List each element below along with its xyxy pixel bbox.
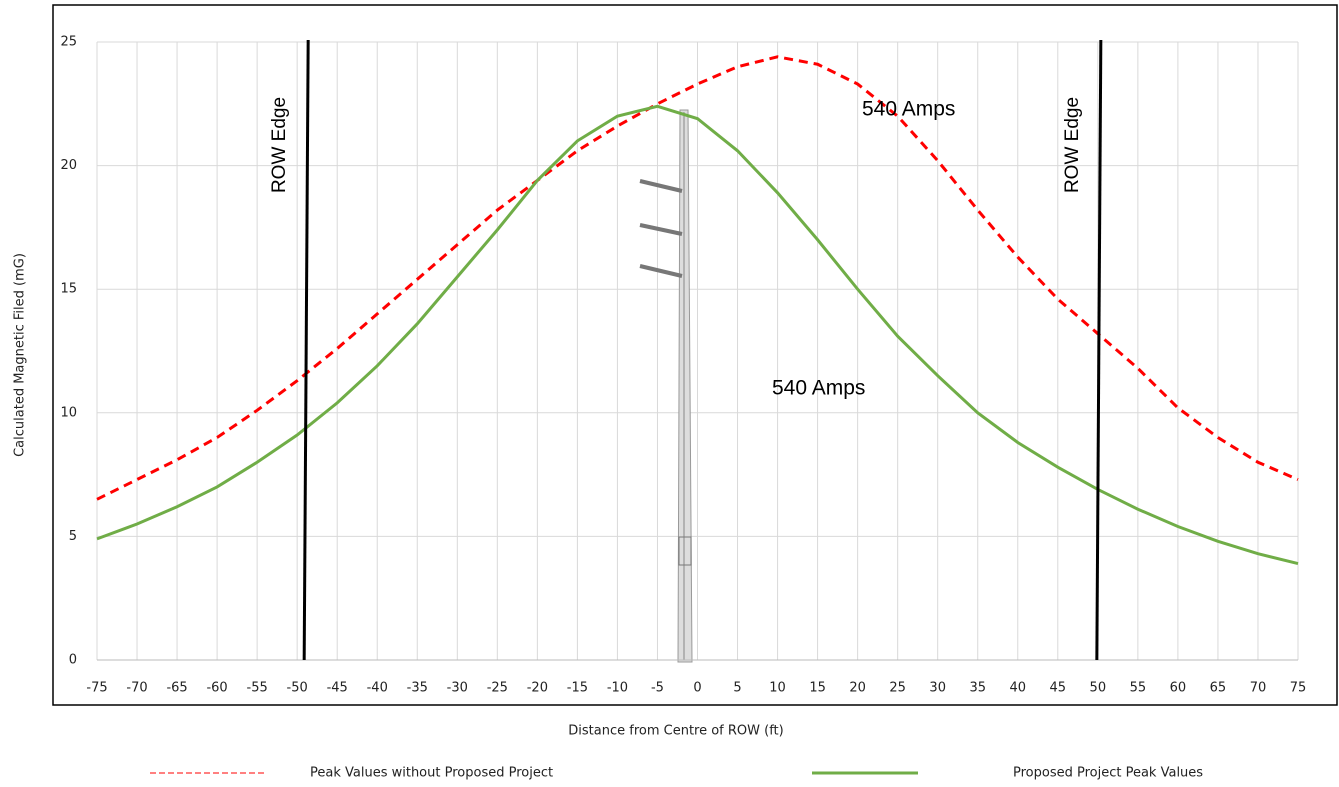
y-axis-title: Calculated Magnetic Filed (mG) [13,253,28,457]
legend-label: Proposed Project Peak Values [1013,766,1203,781]
x-axis-title: Distance from Centre of ROW (ft) [568,724,783,739]
annotation: 540 Amps [862,98,955,121]
x-tick-label: -70 [126,681,147,696]
y-tick-label: 0 [69,653,77,668]
x-tick-label: -55 [247,681,268,696]
x-tick-label: -10 [607,681,628,696]
x-tick-label: 70 [1250,681,1267,696]
x-tick-label: 30 [929,681,946,696]
x-tick-label: 15 [809,681,826,696]
x-tick-label: -5 [651,681,664,696]
x-tick-label: -25 [487,681,508,696]
x-tick-label: 60 [1170,681,1187,696]
x-tick-label: -20 [527,681,548,696]
y-tick-label: 15 [60,282,77,297]
grid [96,41,1299,661]
y-tick-label: 25 [60,35,77,50]
x-tick-label: 20 [849,681,866,696]
x-tick-label: 10 [769,681,786,696]
x-tick-label: 5 [733,681,741,696]
x-tick-label: 75 [1290,681,1307,696]
annotation: 540 Amps [772,377,865,400]
x-tick-label: 45 [1050,681,1067,696]
y-tick-label: 5 [69,529,77,544]
x-tick-label: 35 [969,681,986,696]
x-tick-label: -75 [86,681,107,696]
x-tick-label: 40 [1009,681,1026,696]
x-tick-label: -15 [567,681,588,696]
x-tick-label: -50 [287,681,308,696]
x-tick-label: -35 [407,681,428,696]
x-tick-label: -65 [166,681,187,696]
x-tick-label: 25 [889,681,906,696]
x-tick-label: 0 [693,681,701,696]
x-tick-label: 65 [1210,681,1227,696]
x-tick-label: 55 [1130,681,1147,696]
row-edge-label: ROW Edge [1062,97,1083,193]
x-tick-label: -40 [367,681,388,696]
row-edge-label: ROW Edge [269,97,290,193]
row-edge-line [1095,39,1103,661]
x-tick-label: -60 [206,681,227,696]
y-tick-label: 10 [60,405,77,420]
pole-illustration [639,109,693,663]
row-edge-line [302,39,310,661]
x-tick-label: -30 [447,681,468,696]
x-tick-label: 50 [1090,681,1107,696]
y-tick-label: 20 [60,158,77,173]
chart-border [52,4,1338,706]
legend-label: Peak Values without Proposed Project [310,766,553,781]
x-tick-label: -45 [327,681,348,696]
